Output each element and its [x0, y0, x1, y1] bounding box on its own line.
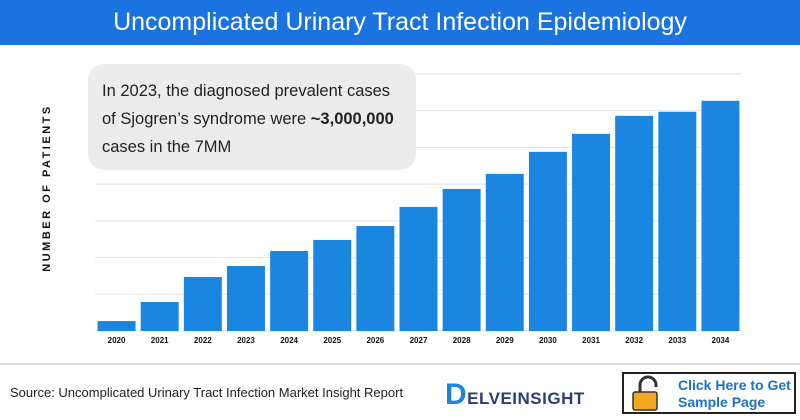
bar — [658, 111, 697, 332]
logo: DELVEINSIGHT — [445, 378, 585, 411]
bar — [356, 225, 395, 331]
x-tick-label: 2032 — [625, 336, 643, 345]
bar — [226, 266, 265, 331]
x-tick-label: 2027 — [410, 336, 428, 345]
y-axis-label: NUMBER OF PATIENTS — [41, 104, 53, 271]
annotation: In 2023, the diagnosed prevalent cases o… — [88, 64, 416, 170]
bar — [528, 151, 567, 331]
x-tick-label: 2034 — [712, 336, 730, 345]
bar — [183, 277, 222, 331]
sample-button[interactable]: Click Here to Get Sample Page — [622, 372, 796, 414]
bar — [615, 115, 654, 332]
annotation-text: In 2023, the diagnosed prevalent cases o… — [102, 82, 391, 128]
x-tick-label: 2030 — [539, 336, 557, 345]
annotation-text: cases in the 7MM — [102, 138, 232, 156]
x-tick-label: 2023 — [237, 336, 255, 345]
bar — [701, 100, 740, 332]
bar — [572, 133, 611, 331]
x-tick-label: 2024 — [280, 336, 298, 345]
chart-title: Uncomplicated Urinary Tract Infection Ep… — [0, 0, 800, 45]
annotation-highlight: ~3,000,000 — [310, 110, 394, 128]
button-label[interactable]: Click Here to Get Sample Page — [678, 377, 791, 410]
bar — [313, 239, 352, 331]
bar — [442, 188, 481, 331]
x-tick-label: 2033 — [668, 336, 686, 345]
x-tick-label: 2021 — [151, 336, 169, 345]
x-tick-label: 2026 — [366, 336, 384, 345]
x-tick-label: 2020 — [108, 336, 126, 345]
x-tick-label: 2022 — [194, 336, 212, 345]
bar — [140, 301, 179, 331]
x-tick-label: 2025 — [323, 336, 341, 345]
bar — [97, 321, 136, 331]
bar — [399, 206, 438, 331]
x-tick-label: 2031 — [582, 336, 600, 345]
x-tick-label: 2029 — [496, 336, 514, 345]
x-tick-label: 2028 — [453, 336, 471, 345]
bar — [270, 250, 309, 331]
lock-icon — [632, 375, 658, 411]
bar — [485, 173, 524, 331]
source-note: Source: Uncomplicated Urinary Tract Infe… — [10, 385, 404, 400]
